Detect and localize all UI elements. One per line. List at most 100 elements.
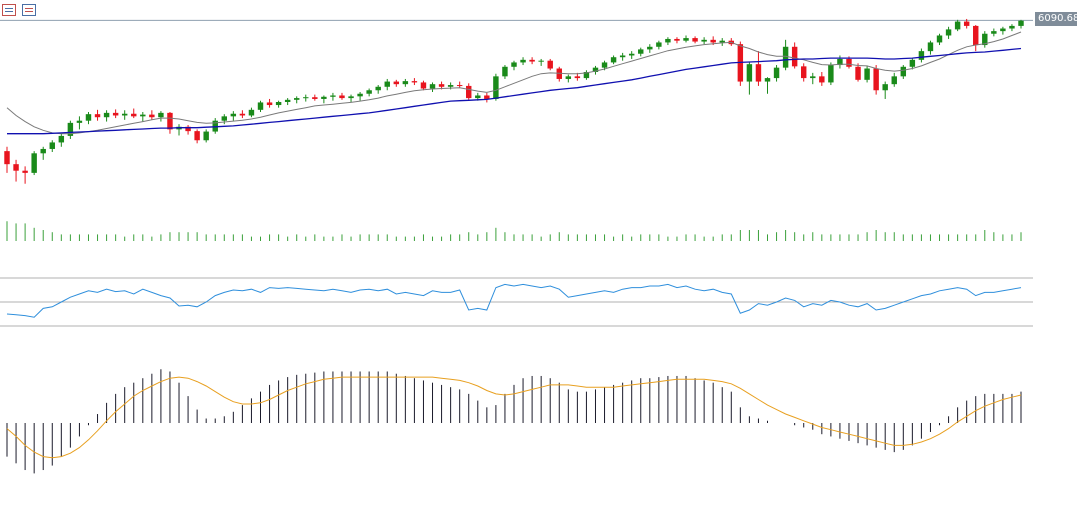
candle-body	[837, 58, 843, 66]
candle	[76, 116, 83, 130]
candle-body	[456, 85, 463, 87]
candle	[683, 35, 689, 43]
candle-body	[194, 131, 200, 141]
candle-body	[384, 81, 390, 87]
candle-body	[773, 67, 780, 79]
candle-body	[764, 78, 771, 82]
candle	[429, 82, 436, 92]
candle	[266, 98, 273, 108]
candle-body	[330, 95, 336, 97]
candle-body	[103, 112, 110, 118]
candle	[4, 146, 10, 173]
candle	[31, 151, 37, 176]
candle-body	[94, 114, 101, 118]
candle-body	[963, 21, 970, 26]
candle	[112, 109, 119, 119]
candle	[556, 66, 562, 82]
candle	[882, 81, 888, 99]
candle	[647, 44, 653, 53]
candle	[167, 112, 173, 134]
candle-body	[149, 114, 155, 118]
candle-body	[112, 112, 119, 116]
candle-body	[982, 33, 988, 46]
candle	[85, 112, 92, 125]
candle-body	[131, 113, 137, 117]
candlestick-series	[4, 18, 1024, 184]
candle	[909, 58, 916, 70]
chart-list-icon[interactable]	[2, 4, 16, 16]
candle-body	[610, 57, 617, 63]
candle-body	[638, 49, 644, 54]
candle-body	[800, 66, 807, 79]
candle-body	[592, 67, 599, 72]
candle-body	[31, 153, 37, 173]
candle	[819, 72, 825, 86]
candle	[628, 51, 635, 59]
candle	[719, 38, 725, 46]
candle-body	[221, 116, 228, 121]
candle-body	[203, 131, 209, 141]
candle-body	[909, 59, 916, 67]
candle	[791, 42, 798, 69]
candle-body	[973, 25, 979, 46]
candle-body	[828, 65, 834, 83]
candle	[891, 72, 897, 87]
candle-body	[873, 68, 879, 91]
candle-body	[447, 85, 454, 87]
candle-body	[918, 51, 925, 60]
candle-body	[185, 126, 191, 132]
candle	[737, 41, 744, 86]
candle-body	[945, 29, 952, 36]
candle-body	[49, 142, 55, 149]
candle	[1018, 19, 1024, 29]
candle-body	[882, 84, 888, 91]
candle	[773, 65, 780, 82]
candle	[1000, 26, 1006, 35]
candle	[158, 111, 164, 122]
candle	[212, 118, 218, 134]
candle	[692, 36, 698, 44]
candle-body	[466, 85, 472, 99]
candle-body	[583, 72, 590, 79]
candle	[22, 166, 28, 184]
candle	[936, 33, 943, 46]
candle	[502, 65, 508, 79]
candle	[954, 19, 961, 32]
candle-body	[493, 76, 499, 99]
chart-settings-icon[interactable]	[22, 4, 36, 16]
candle	[592, 65, 599, 75]
candle	[393, 79, 400, 87]
candle	[945, 26, 952, 39]
candle	[782, 39, 789, 71]
candle-body	[782, 46, 789, 68]
candle	[140, 112, 146, 122]
candle	[511, 60, 517, 71]
candle-body	[348, 96, 354, 99]
candle-body	[991, 31, 997, 34]
candle-body	[511, 62, 517, 67]
candle-body	[692, 38, 698, 42]
candle-body	[275, 102, 282, 106]
macd-histogram	[6, 369, 1022, 474]
candle	[456, 81, 463, 89]
candle-body	[936, 35, 943, 43]
candle	[565, 74, 572, 83]
moving-average-fast-line	[6, 31, 1022, 135]
candle	[755, 51, 762, 86]
candle	[248, 107, 255, 118]
candle	[103, 110, 110, 122]
candle	[656, 40, 662, 50]
candle	[312, 94, 318, 101]
candle-body	[656, 42, 662, 47]
candle-body	[140, 114, 146, 117]
candle-body	[420, 82, 427, 89]
candle-body	[411, 81, 418, 83]
candle-body	[846, 58, 852, 67]
candle	[900, 65, 907, 79]
candle	[402, 78, 409, 87]
candle-body	[121, 113, 128, 116]
candle	[547, 58, 553, 71]
candle	[638, 47, 644, 57]
candle	[293, 96, 300, 104]
candle-body	[429, 84, 436, 89]
